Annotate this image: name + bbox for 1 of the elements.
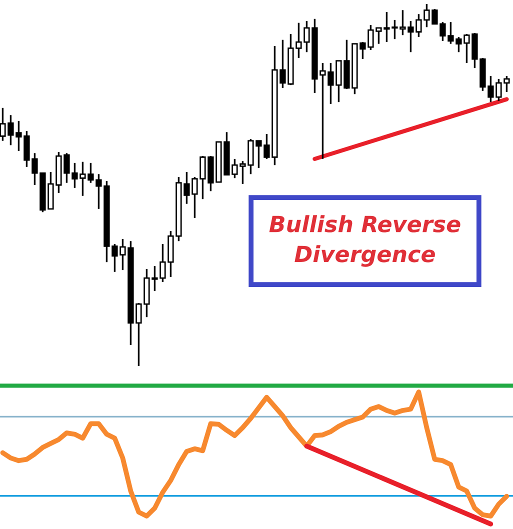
annotation: Bullish Reverse Divergence xyxy=(269,215,460,267)
